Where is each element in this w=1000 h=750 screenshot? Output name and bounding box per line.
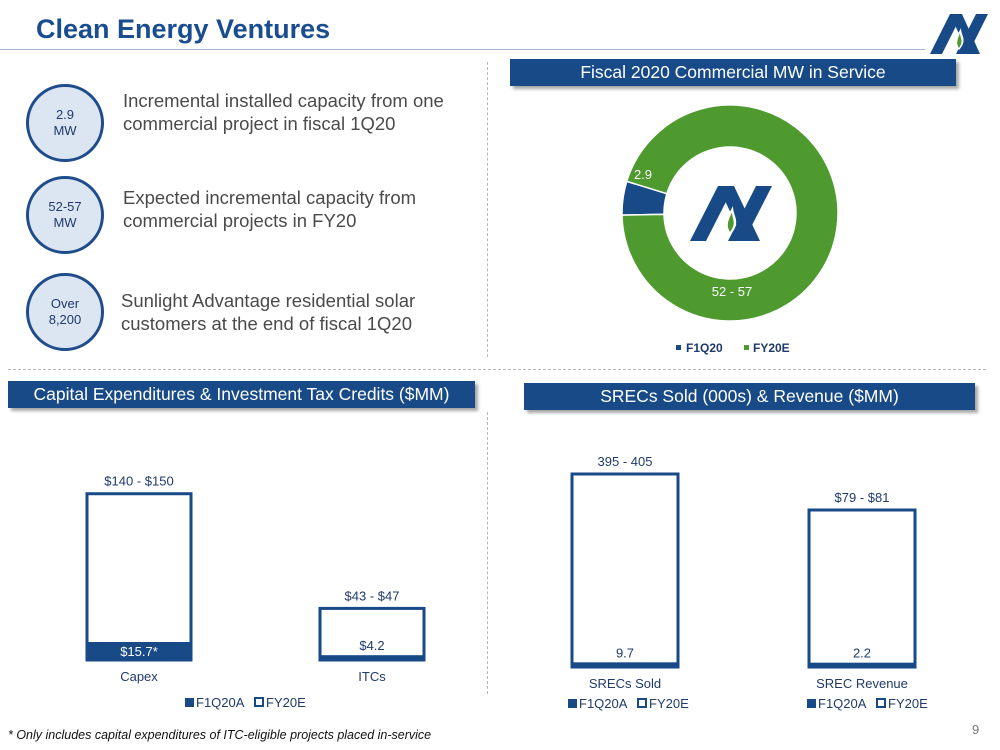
category-label: SRECs Sold (589, 676, 661, 691)
category-label: Capex (120, 669, 158, 684)
legend-label: FY20E (888, 696, 928, 711)
kpi-description: Incremental installed capacity from one … (123, 90, 444, 135)
bar-f1q20a (320, 655, 424, 660)
donut-slice (621, 104, 839, 322)
bar-data-label: $15.7* (120, 644, 158, 659)
legend-label: F1Q20 (686, 341, 723, 355)
bar-f1q20a (572, 662, 678, 667)
legend-label: F1Q20A (818, 696, 867, 711)
kpi-unit: MW (53, 123, 77, 138)
srecs-chart: 395 - 405 9.7 SRECs Sold $79 - $81 2.2 SREC R… (568, 454, 928, 711)
kpi-unit: MW (53, 215, 77, 230)
bar-data-label: 395 - 405 (598, 454, 653, 469)
bar-fy20e (807, 508, 917, 669)
bar-data-label: $79 - $81 (835, 490, 890, 505)
bar-f1q20a (87, 641, 191, 660)
legend-label: FY20E (649, 696, 689, 711)
capex-itc-chart: $140 - $150 $15.7* Capex $43 - $47 $4.2 ITCs F… (85, 474, 426, 710)
legend-swatch (876, 698, 886, 708)
bar-fy20e (85, 492, 193, 662)
panel-title-capex: Capital Expenditures & Investment Tax Cr… (8, 381, 475, 408)
kpi-value: 52-57 (48, 198, 82, 214)
bar-fy20e (318, 606, 426, 662)
donut-data-label: 52 - 57 (712, 284, 752, 299)
kpi-unit: 8,200 (48, 312, 82, 327)
legend-swatch (254, 697, 264, 707)
page-title: Clean Energy Ventures (36, 14, 331, 44)
title-divider (0, 49, 925, 50)
kpi-value: Over (50, 295, 80, 311)
category-label: SREC Revenue (816, 676, 908, 691)
kpi-value: 2.9 (55, 106, 75, 122)
legend-swatch (807, 699, 816, 708)
legend-label: FY20E (753, 341, 790, 355)
legend-label: F1Q20A (579, 696, 628, 711)
legend-label: F1Q20A (196, 695, 245, 710)
bar-fy20e (570, 472, 680, 669)
vertical-divider (487, 62, 488, 357)
bar-f1q20a (809, 662, 915, 667)
kpi-bubble: Over 8,200 (26, 273, 104, 351)
page-number: 9 (972, 722, 980, 737)
donut-data-label: 2.9 (634, 167, 652, 182)
legend-swatch (744, 345, 749, 350)
horizontal-divider (8, 369, 986, 370)
legend-swatch (185, 698, 194, 707)
legend-swatch (568, 699, 577, 708)
bar-data-label: 2.2 (853, 646, 871, 661)
bar-data-label: 9.7 (616, 645, 634, 660)
legend-swatch (676, 345, 681, 350)
bar-data-label: $140 - $150 (104, 474, 173, 489)
kpi-bubble: 2.9 MW (26, 84, 104, 162)
kpi-description: Sunlight Advantage residential solar cus… (121, 290, 416, 335)
category-label: ITCs (358, 669, 386, 684)
legend-swatch (637, 698, 647, 708)
company-logo (930, 14, 988, 54)
kpi-bubble: 52-57 MW (26, 176, 104, 254)
kpi-description: Expected incremental capacity from comme… (123, 187, 417, 232)
legend-label: FY20E (266, 695, 306, 710)
bar-data-label: $43 - $47 (345, 588, 400, 603)
mw-donut-chart: 2.9 52 - 57 F1Q20 FY20E (621, 104, 839, 355)
panel-title-srecs: SRECs Sold (000s) & Revenue ($MM) (524, 383, 975, 410)
bar-data-label: $4.2 (359, 638, 384, 653)
vertical-divider (487, 412, 488, 694)
panel-title-mw: Fiscal 2020 Commercial MW in Service (510, 59, 956, 86)
footnote: * Only includes capital expenditures of … (8, 728, 432, 742)
